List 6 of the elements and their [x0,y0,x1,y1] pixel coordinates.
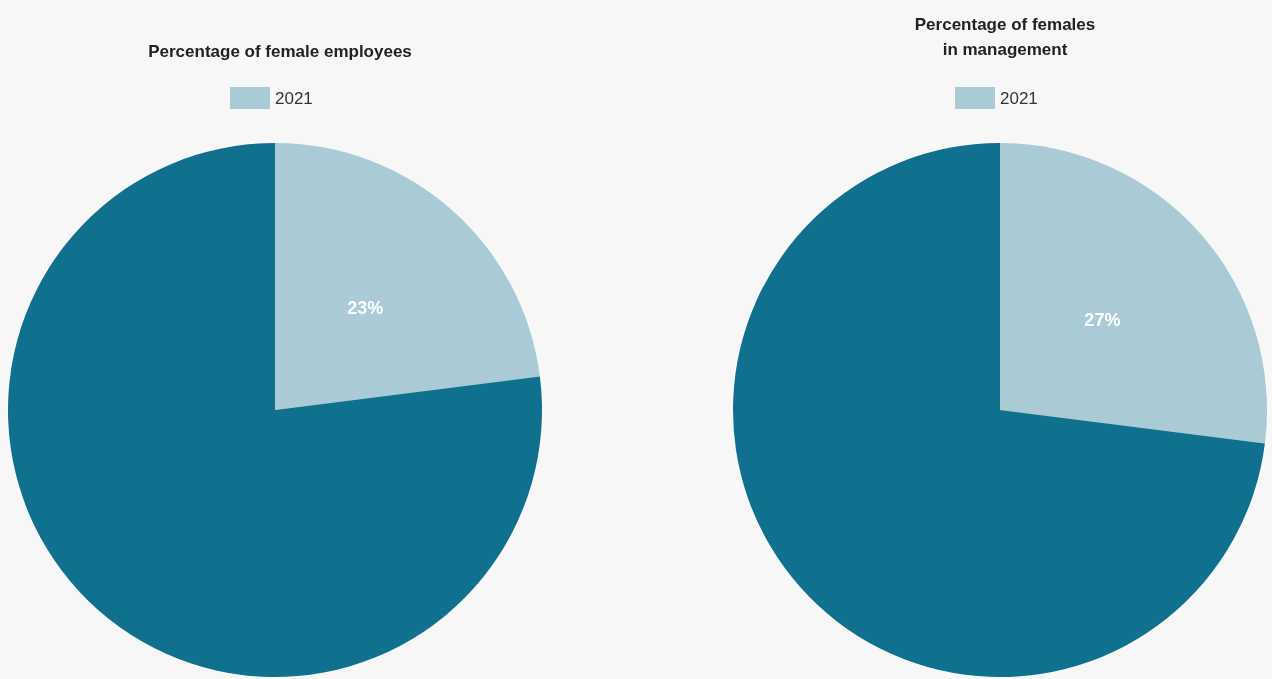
chart-title: Percentage of female employees [148,42,412,61]
chart-title: Percentage of females in management [914,15,1096,59]
data-label: 23% [347,297,384,318]
legend-label: 2021 [1000,88,1038,108]
legend-label: 2021 [275,88,313,108]
data-label: 27% [1084,309,1121,330]
